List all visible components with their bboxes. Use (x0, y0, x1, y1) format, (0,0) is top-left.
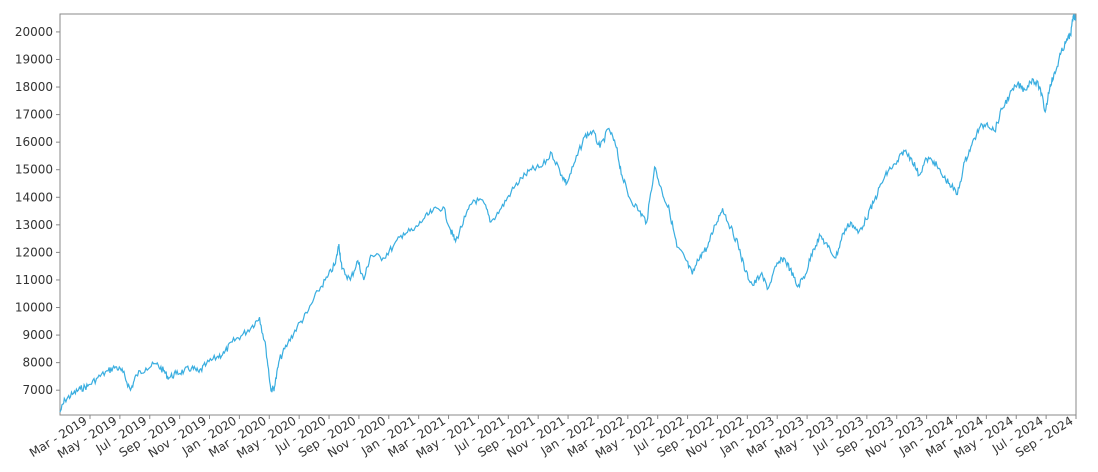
y-tick-label: 19000 (15, 52, 53, 66)
y-tick-label: 20000 (15, 25, 53, 39)
y-tick-label: 14000 (15, 190, 53, 204)
y-tick-label: 16000 (15, 135, 53, 149)
y-tick-label: 13000 (15, 218, 53, 232)
y-tick-label: 12000 (15, 245, 53, 259)
y-tick-label: 18000 (15, 80, 53, 94)
y-tick-label: 9000 (22, 328, 53, 342)
y-tick-label: 15000 (15, 163, 53, 177)
y-tick-label: 10000 (15, 301, 53, 315)
y-axis-ticks: 7000 8000 9000 10000 11000 12000 13000 14000 150… (15, 25, 60, 397)
series-line (59, 13, 1077, 413)
y-tick-label: 17000 (15, 108, 53, 122)
y-tick-label: 8000 (22, 356, 53, 370)
y-tick-label: 11000 (15, 273, 53, 287)
y-tick-label: 7000 (22, 383, 53, 397)
plot-frame (59, 13, 1077, 416)
